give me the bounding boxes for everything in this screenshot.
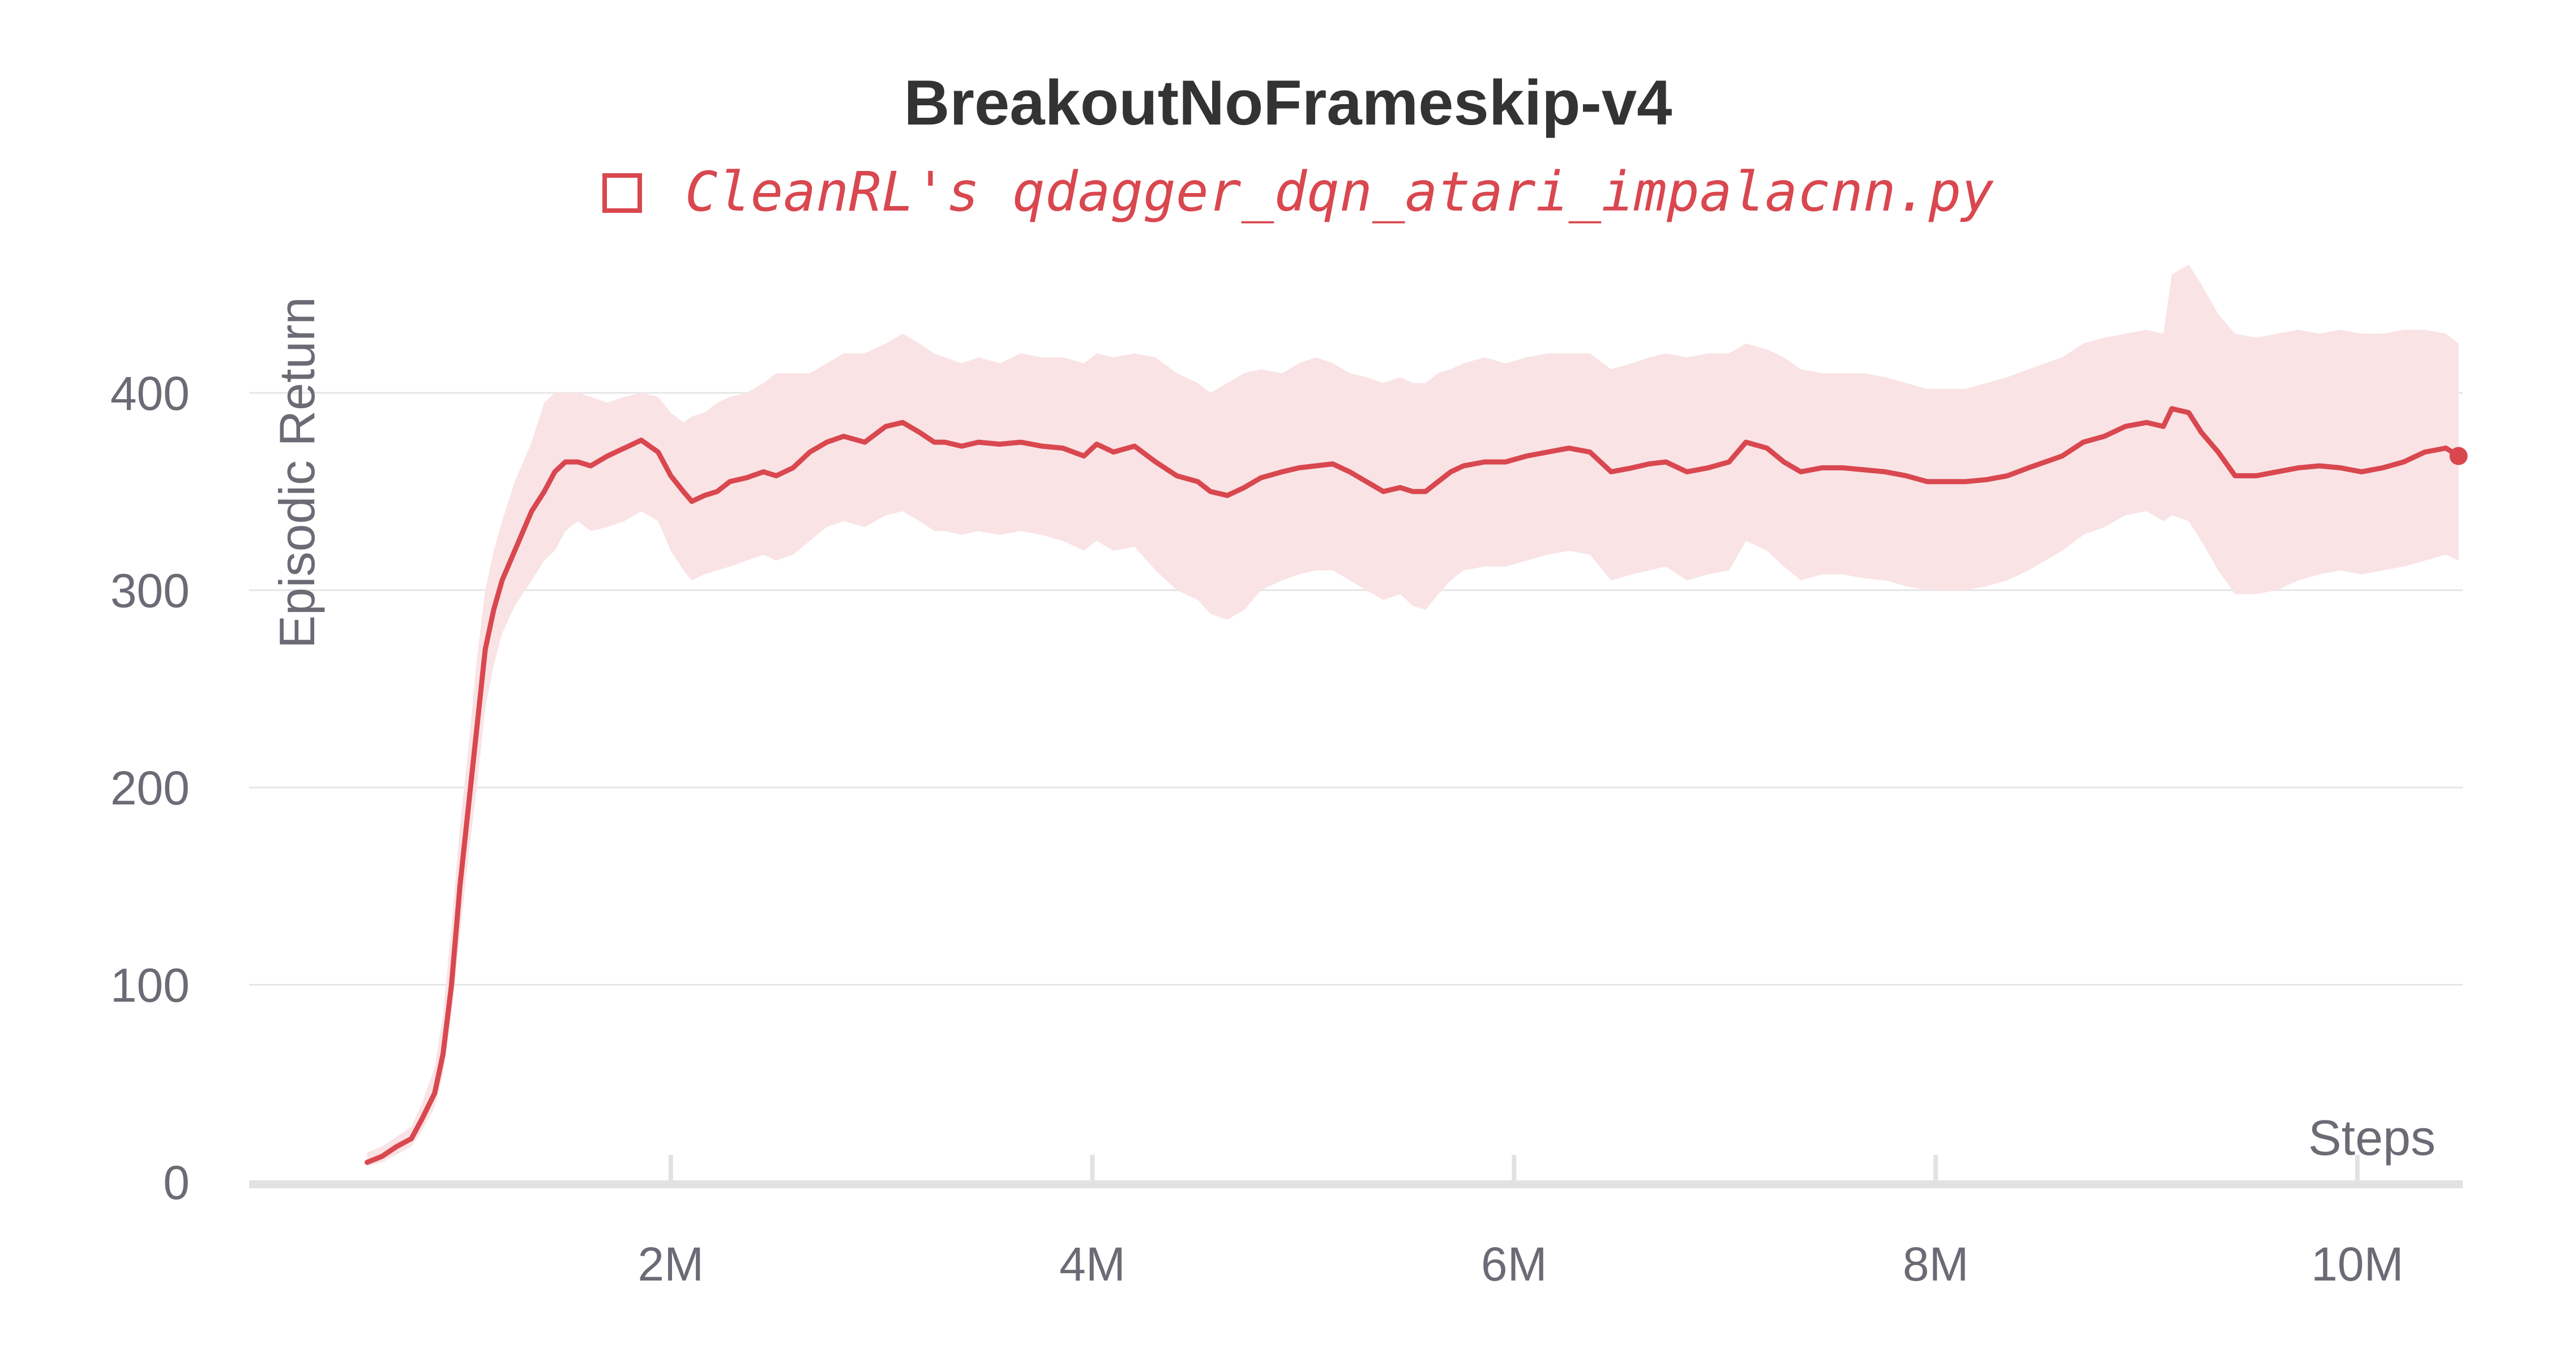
x-tick-label: 2M	[637, 1238, 704, 1291]
y-axis-label: Episodic Return	[269, 297, 325, 648]
series-band	[367, 264, 2459, 1167]
series-line[interactable]	[365, 406, 2462, 1165]
legend[interactable]: CleanRL's qdagger_dqn_atari_impalacnn.py	[602, 160, 1994, 224]
x-axis-label: Steps	[2308, 1110, 2436, 1166]
x-tick-label: 8M	[1903, 1238, 1969, 1291]
legend-label: CleanRL's qdagger_dqn_atari_impalacnn.py	[685, 160, 1994, 224]
y-tick-label: 400	[110, 367, 190, 420]
chart-title: BreakoutNoFrameskip-v4	[904, 67, 1672, 138]
y-axis-ticks: 0 100 200 300 400	[110, 367, 190, 1209]
x-axis-ticks: 2M 4M 6M 8M 10M	[637, 1155, 2404, 1291]
x-tick-label: 6M	[1481, 1238, 1547, 1291]
y-tick-label: 100	[110, 959, 190, 1012]
y-tick-label: 300	[110, 564, 190, 618]
y-tick-label: 0	[163, 1156, 190, 1209]
x-tick-label: 4M	[1059, 1238, 1126, 1291]
series-end-marker[interactable]	[2449, 447, 2468, 465]
x-tick-label: 10M	[2311, 1238, 2403, 1291]
legend-swatch	[602, 173, 642, 213]
y-tick-label: 200	[110, 761, 190, 815]
